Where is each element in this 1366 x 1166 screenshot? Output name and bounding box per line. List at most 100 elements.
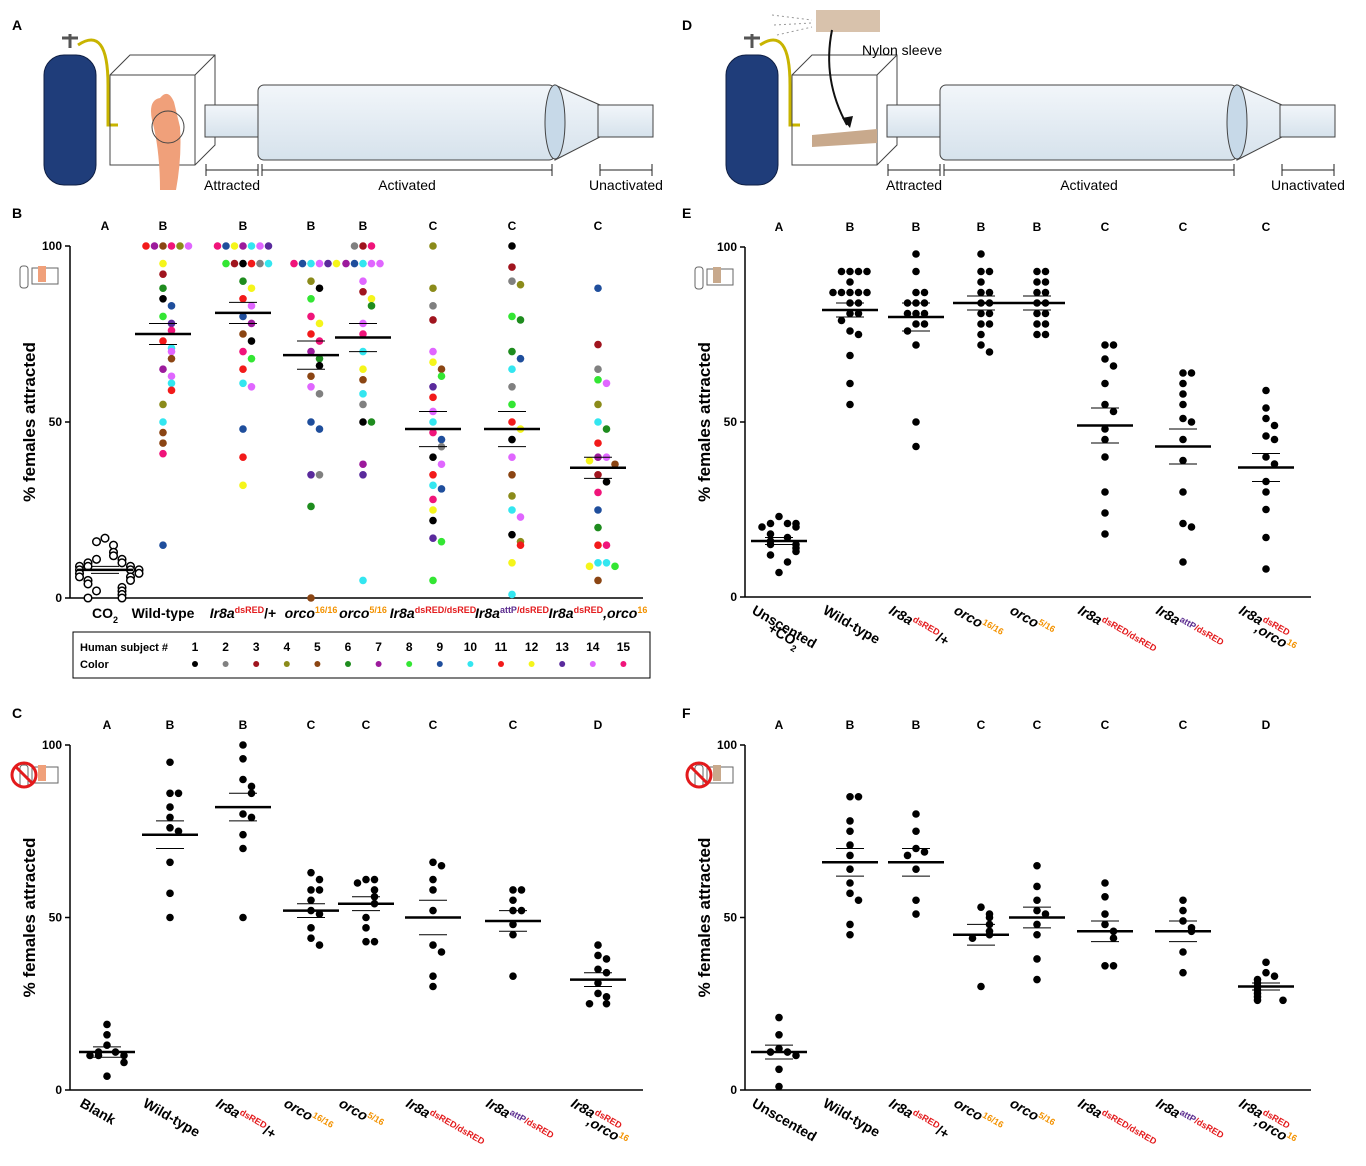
data-point	[248, 383, 256, 391]
category-label-part: orco	[285, 605, 316, 621]
category-label-part: 16/16	[981, 617, 1006, 637]
data-point	[1271, 422, 1279, 430]
data-point	[429, 418, 437, 426]
data-point	[1033, 278, 1041, 286]
data-point	[1101, 401, 1109, 409]
data-point	[429, 886, 437, 894]
y-tick-label: 100	[42, 738, 62, 752]
data-point	[1179, 969, 1187, 977]
data-point	[594, 506, 602, 514]
data-point	[846, 890, 854, 898]
data-point	[594, 952, 602, 960]
chart: 050100% females attractedABlankBWild-typ…	[12, 718, 643, 1152]
icon-stimulus	[713, 765, 721, 781]
data-point	[438, 948, 446, 956]
data-point	[758, 523, 766, 531]
data-point	[371, 886, 379, 894]
data-point	[1101, 530, 1109, 538]
subject-color	[437, 661, 443, 667]
data-point	[159, 313, 167, 321]
data-point	[110, 552, 118, 560]
data-point	[1033, 289, 1041, 297]
data-point	[429, 242, 437, 250]
data-point	[594, 418, 602, 426]
data-point	[912, 810, 920, 818]
data-point	[603, 379, 611, 387]
condition-icon	[12, 763, 58, 787]
data-point	[977, 278, 985, 286]
data-point	[316, 886, 324, 894]
data-point	[508, 313, 516, 321]
diagram-label: Unactivated	[589, 177, 663, 193]
icon-stimulus	[38, 266, 46, 282]
data-point	[586, 563, 594, 571]
legend-header: Color	[80, 659, 109, 671]
data-point	[118, 594, 126, 602]
subject-number: 2	[222, 640, 229, 654]
data-point	[248, 337, 256, 345]
panel-label: F	[682, 705, 691, 721]
category-label: Ir8adsRED/dsRED	[390, 605, 477, 621]
data-point	[1101, 509, 1109, 517]
data-point	[93, 587, 101, 595]
data-point	[239, 776, 247, 784]
data-point	[1033, 331, 1041, 339]
group-letter: C	[1262, 220, 1271, 234]
data-point	[1262, 969, 1270, 977]
data-point	[1179, 401, 1187, 409]
data-point	[517, 281, 525, 289]
data-point	[438, 538, 446, 546]
category-label-part: dsRED/dsRED	[1100, 614, 1159, 654]
group-letter: B	[166, 718, 175, 732]
category-label-part: dsRED/dsRED	[415, 605, 477, 615]
data-point	[855, 331, 863, 339]
data-point	[1033, 320, 1041, 328]
category-label-part: Ir8a	[404, 1095, 434, 1121]
subject-number: 15	[617, 640, 631, 654]
data-point	[159, 439, 167, 447]
data-point	[429, 316, 437, 324]
category-label-part: 16/16	[981, 1110, 1006, 1130]
diagram-label: Activated	[1060, 177, 1118, 193]
data-point	[159, 295, 167, 303]
data-point	[517, 355, 525, 363]
data-point	[359, 577, 367, 585]
data-point	[977, 268, 985, 276]
data-point	[784, 520, 792, 528]
category-label-part: Blank	[78, 1095, 119, 1128]
data-point	[508, 401, 516, 409]
data-point	[168, 355, 176, 363]
data-point	[1179, 907, 1187, 915]
icon-no	[16, 767, 32, 783]
data-point	[846, 865, 854, 873]
data-point	[846, 879, 854, 887]
y-tick-label: 50	[724, 415, 738, 429]
category-label: orco5/16	[1008, 602, 1057, 640]
subject-color	[284, 661, 290, 667]
data-point	[239, 365, 247, 373]
data-point	[767, 530, 775, 538]
panel-label: B	[12, 205, 22, 221]
category-label-part: Ir8a	[390, 605, 415, 621]
data-point	[986, 348, 994, 356]
data-point	[846, 289, 854, 297]
y-axis-label: % females attracted	[20, 838, 39, 998]
group-letter: C	[429, 219, 438, 233]
data-point	[101, 534, 109, 542]
data-point	[368, 295, 376, 303]
data-point	[1033, 883, 1041, 891]
group-letter: B	[977, 220, 986, 234]
data-point	[838, 317, 846, 325]
data-point	[846, 841, 854, 849]
y-tick-label: 0	[55, 591, 62, 605]
data-point	[307, 503, 315, 511]
data-point	[429, 383, 437, 391]
data-point	[168, 387, 176, 395]
group-letter: B	[846, 718, 855, 732]
data-point	[159, 401, 167, 409]
category-label-part: /+	[264, 605, 276, 621]
group-letter: B	[912, 220, 921, 234]
data-point	[239, 741, 247, 749]
data-point	[316, 320, 324, 328]
category-label: orco5/16	[337, 1095, 386, 1133]
